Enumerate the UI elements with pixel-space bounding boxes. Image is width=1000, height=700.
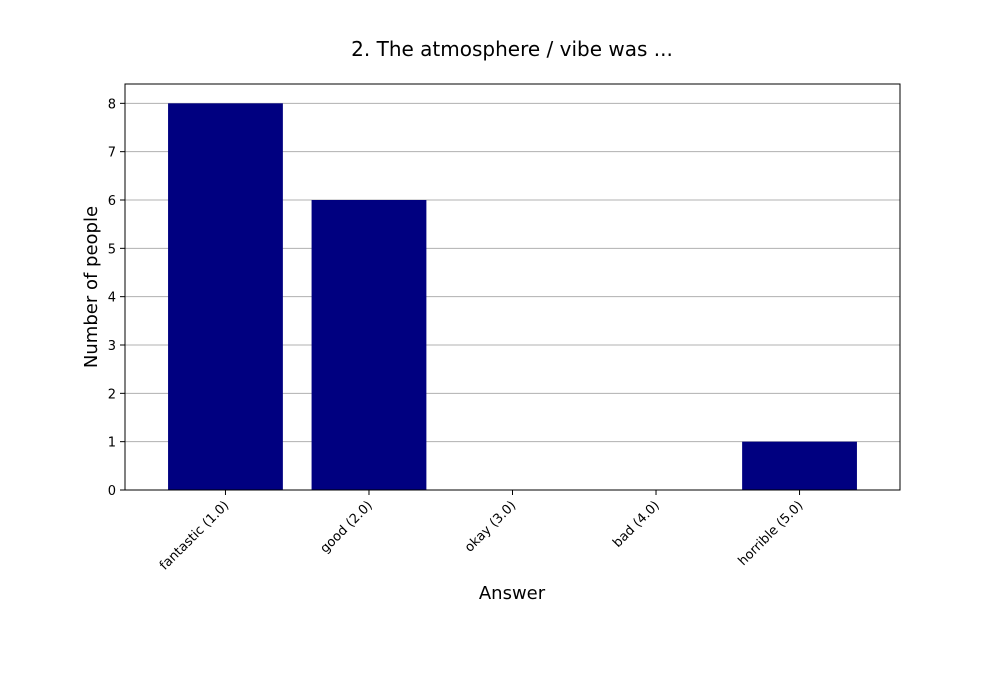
bar [168, 103, 283, 490]
bar [742, 441, 857, 490]
bar [311, 200, 427, 490]
x-tick-label: horrible (5.0) [736, 498, 807, 569]
y-tick-label: 0 [108, 484, 116, 499]
chart-title: 2. The atmosphere / vibe was ... [351, 37, 673, 61]
x-axis-ticks: fantastic (1.0) good (2.0) okay (3.0) bad (… [157, 490, 806, 573]
y-axis-label: Number of people [81, 206, 102, 368]
y-axis-ticks: 0 1 2 3 4 5 6 7 8 [108, 97, 125, 499]
bars [168, 103, 857, 490]
y-tick-label: 5 [108, 242, 116, 257]
x-tick-label: fantastic (1.0) [157, 498, 232, 573]
y-tick-label: 1 [108, 436, 116, 451]
x-tick-label: bad (4.0) [610, 498, 663, 551]
y-tick-label: 4 [108, 291, 116, 306]
x-tick-label: okay (3.0) [462, 498, 519, 555]
x-axis-label: Answer [479, 583, 546, 604]
y-tick-label: 6 [108, 194, 116, 209]
x-tick-label: good (2.0) [318, 498, 376, 556]
y-tick-label: 2 [108, 387, 116, 402]
y-tick-label: 8 [108, 97, 116, 112]
y-tick-label: 3 [108, 339, 116, 354]
y-tick-label: 7 [108, 146, 116, 161]
